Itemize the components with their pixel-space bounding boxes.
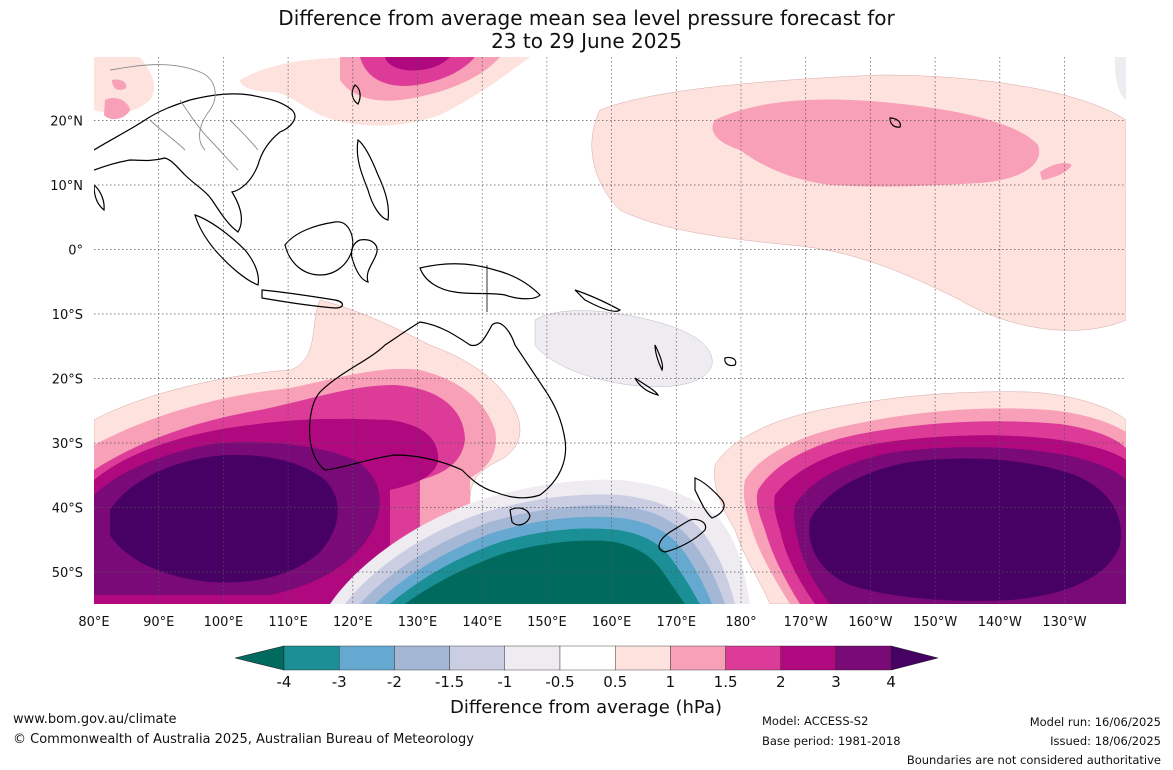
longitude-label: 120°E	[333, 615, 373, 630]
longitude-label: 160°W	[848, 615, 892, 630]
north-pacific-anomaly-1_5hPa	[712, 99, 1040, 187]
model-name: Model: ACCESS-S2	[762, 714, 869, 728]
colorbar-tick-label: 2	[776, 673, 786, 691]
sri-lanka-coastline	[94, 184, 105, 212]
longitude-label: 170°E	[657, 615, 697, 630]
country-borders	[109, 64, 259, 171]
longitude-label: 90°E	[143, 615, 174, 630]
fiji-coastline	[724, 356, 737, 367]
colorbar-segment	[835, 645, 892, 671]
southern-low-anomaly-4hPa	[405, 540, 685, 604]
north-pacific-small-patch	[1040, 162, 1072, 180]
longitude-label: 80°E	[78, 615, 109, 630]
bom-website[interactable]: www.bom.gov.au/climate	[13, 712, 177, 727]
vanuatu-coastline	[654, 344, 664, 372]
longitude-label: 130°E	[398, 615, 438, 630]
colorbar-segment	[725, 645, 781, 671]
nw-anomaly-2hPa	[360, 57, 475, 86]
model-run-date: Model run: 16/06/2025	[1029, 715, 1161, 729]
sumatra-coastline	[194, 214, 260, 286]
new-zealand-north-coastline	[694, 477, 725, 519]
boundaries-disclaimer: Boundaries are not considered authoritat…	[906, 753, 1161, 767]
asia-mainland-coastline	[94, 93, 296, 233]
colorbar-tick-label: 1.5	[714, 673, 738, 691]
latitude-label: 40°S	[52, 502, 83, 517]
colorbar: -4 -3 -2 -1.5 -1 -0.5 0.5 1 1.5 2 3 4	[234, 645, 939, 691]
colorbar-tick-label: -1	[497, 673, 512, 691]
colorbar-tick-label: -2	[387, 673, 402, 691]
latitude-label: 0°	[68, 244, 83, 259]
sulawesi-coastline	[350, 239, 378, 283]
tasmania-coastline	[509, 507, 531, 526]
colorbar-segment	[504, 645, 561, 671]
bay-anomaly-inner	[104, 98, 130, 120]
colorbar-segment	[615, 645, 671, 671]
copyright: © Commonwealth of Australia 2025, Austra…	[13, 732, 474, 747]
hawaii-coastline	[889, 117, 901, 128]
north-pacific-ne-patch	[1114, 57, 1126, 100]
java-coastline	[261, 289, 344, 309]
bay-anomaly-inner2	[112, 79, 127, 90]
new-caledonia-coastline	[634, 377, 660, 396]
new-guinea-coastline	[419, 263, 541, 300]
indian-ocean-anomaly-max	[110, 455, 338, 583]
colorbar-segment	[449, 645, 506, 671]
anomaly-field	[94, 57, 1126, 604]
colorbar-title: Difference from average (hPa)	[450, 697, 722, 718]
base-period: Base period: 1981-2018	[762, 734, 901, 748]
issued-date: Issued: 18/06/2025	[1050, 734, 1161, 748]
colorbar-tick-label: 3	[831, 673, 841, 691]
colorbar-segment	[780, 645, 837, 671]
colorbar-arrow-right	[890, 645, 939, 671]
latitude-label: 20°S	[52, 373, 83, 388]
se-pacific-anomaly-max	[809, 458, 1121, 601]
colorbar-segment	[670, 645, 726, 671]
colorbar-arrow-left	[234, 645, 285, 671]
longitude-label: 140°W	[978, 615, 1022, 630]
longitude-label: 150°W	[913, 615, 957, 630]
latitude-labels: 20°N 10°N 0° 10°S 20°S 30°S 40°S 50°S	[50, 115, 83, 582]
latitude-label: 30°S	[52, 437, 83, 452]
longitude-label: 180°	[725, 615, 756, 630]
taiwan-coastline	[351, 84, 361, 105]
colorbar-tick-label: -4	[277, 673, 292, 691]
longitude-labels: 80°E 90°E 100°E 110°E 120°E 130°E 140°E 150°E 16…	[78, 615, 1086, 630]
coastlines	[94, 84, 901, 553]
longitude-label: 160°E	[592, 615, 632, 630]
graticule	[94, 57, 1126, 604]
latitude-label: 10°N	[50, 179, 83, 194]
longitude-label: 110°E	[268, 615, 308, 630]
colorbar-segment	[283, 645, 340, 671]
map-title-line2: 23 to 29 June 2025	[491, 29, 682, 53]
australia-coastline	[308, 321, 567, 499]
longitude-label: 140°E	[462, 615, 502, 630]
latitude-label: 50°S	[52, 566, 83, 581]
colorbar-tick-label: -0.5	[545, 673, 574, 691]
latitude-label: 20°N	[50, 115, 83, 130]
philippines-coastline	[356, 138, 390, 221]
solomon-islands-coastline	[574, 289, 622, 312]
nw-anomaly-3hPa	[385, 57, 450, 71]
colorbar-segment	[339, 645, 395, 671]
longitude-label: 170°W	[784, 615, 828, 630]
colorbar-tick-label: 1	[666, 673, 676, 691]
colorbar-tick-label: -3	[332, 673, 347, 691]
colorbar-tick-label: -1.5	[435, 673, 464, 691]
colorbar-segment	[559, 645, 616, 671]
colorbar-segment	[394, 645, 450, 671]
map-title-line1: Difference from average mean sea level p…	[278, 6, 895, 30]
new-zealand-south-coastline	[658, 518, 707, 553]
latitude-label: 10°S	[52, 308, 83, 323]
longitude-label: 130°W	[1042, 615, 1086, 630]
longitude-label: 150°E	[527, 615, 567, 630]
longitude-label: 100°E	[204, 615, 244, 630]
colorbar-tick-label: 4	[886, 673, 896, 691]
coral-sea-anomaly	[534, 310, 713, 388]
colorbar-tick-label: 0.5	[603, 673, 627, 691]
